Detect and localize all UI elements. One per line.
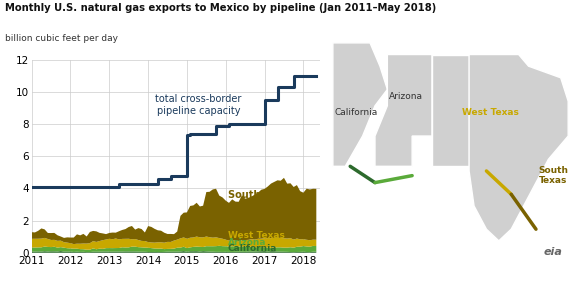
Polygon shape xyxy=(432,55,469,166)
Polygon shape xyxy=(469,55,568,241)
Text: California: California xyxy=(334,108,377,117)
Text: billion cubic feet per day: billion cubic feet per day xyxy=(5,34,118,43)
Text: Arizona: Arizona xyxy=(389,92,423,101)
Text: Monthly U.S. natural gas exports to Mexico by pipeline (Jan 2011–May 2018): Monthly U.S. natural gas exports to Mexi… xyxy=(5,3,436,13)
Text: total cross-border
pipeline capacity: total cross-border pipeline capacity xyxy=(156,94,242,116)
Text: South
Texas: South Texas xyxy=(539,166,569,185)
Text: West Texas: West Texas xyxy=(461,108,518,117)
Text: eia: eia xyxy=(544,247,563,257)
Text: Arizona: Arizona xyxy=(228,238,266,247)
Polygon shape xyxy=(375,55,432,166)
Text: California: California xyxy=(228,244,277,253)
Text: South Texas: South Texas xyxy=(228,190,294,200)
Polygon shape xyxy=(333,43,387,166)
Text: West Texas: West Texas xyxy=(228,231,285,240)
